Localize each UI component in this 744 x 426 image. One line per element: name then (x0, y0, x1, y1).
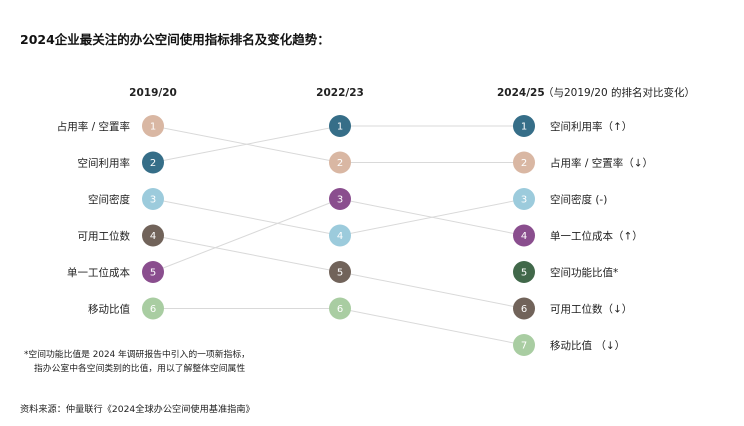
rank-number: 3 (337, 195, 343, 206)
rank-marker-circle (513, 261, 535, 283)
rank-marker-circle (513, 334, 535, 356)
rank-marker: 2 (329, 151, 351, 174)
last-column-label: 空间利用率（↑） (550, 120, 632, 133)
rank-number: 5 (337, 268, 343, 279)
rank-marker: 5 (142, 261, 164, 283)
rank-number: 1 (521, 122, 527, 133)
rank-marker: 1 (513, 115, 535, 137)
rank-marker-circle (513, 297, 535, 320)
first-column-label: 空间密度 (88, 193, 130, 206)
rank-number: 4 (521, 231, 527, 242)
rank-marker: 6 (329, 297, 351, 320)
rank-marker-circle (513, 151, 535, 174)
rank-line-6-2 (339, 308, 525, 346)
rank-marker: 5 (513, 261, 535, 283)
rank-marker-circle (329, 188, 351, 210)
first-column-label: 单一工位成本 (67, 266, 130, 279)
rank-markers: 1 2 2 2 1 1 3 4 3 4 5 6 5 3 4 6 6 7 5 (142, 115, 535, 356)
rank-number: 4 (337, 231, 343, 242)
first-column-label: 移动比值 (88, 303, 130, 316)
rank-marker-circle (513, 115, 535, 137)
rank-marker-circle (513, 188, 535, 210)
rank-line-4-1 (152, 235, 341, 273)
last-column-label: 单一工位成本（↑） (550, 230, 643, 243)
rank-number: 3 (150, 195, 156, 206)
rank-marker: 4 (513, 224, 535, 247)
column-header-1: 2019/20 (129, 87, 177, 99)
rank-line-5-1 (152, 198, 341, 273)
rank-line-4-2 (339, 271, 525, 309)
rank-number: 5 (150, 268, 156, 279)
rank-marker: 1 (329, 115, 351, 137)
first-column-label: 可用工位数 (78, 230, 131, 243)
footnote-line-1: *空间功能比值是 2024 年调研报告中引入的一项新指标， (24, 348, 250, 360)
rank-number: 6 (337, 304, 343, 315)
rank-number: 4 (150, 231, 156, 242)
column-header-3-note: （与2019/20 的排名对比变化） (543, 86, 695, 99)
rank-number: 6 (150, 304, 156, 315)
rank-marker: 3 (329, 188, 351, 210)
rank-marker-circle (329, 297, 351, 320)
rank-marker-circle (142, 151, 164, 174)
rank-line-3-1 (152, 198, 341, 236)
rank-marker-circle (329, 261, 351, 283)
rank-marker-circle (142, 115, 164, 137)
rank-marker: 6 (513, 297, 535, 320)
rank-number: 2 (337, 158, 343, 169)
rank-line-5-2 (339, 198, 525, 236)
source-note: 资料来源：仲量联行《2024全球办公空间使用基准指南》 (20, 403, 255, 415)
rank-marker: 2 (142, 151, 164, 174)
rank-number: 2 (521, 158, 527, 169)
rank-marker-circle (329, 224, 351, 247)
rank-marker-circle (329, 151, 351, 174)
first-column-label: 空间利用率 (78, 157, 131, 170)
rank-marker: 7 (513, 334, 535, 356)
rank-marker-circle (142, 188, 164, 210)
rank-marker: 5 (329, 261, 351, 283)
rank-marker-circle (513, 224, 535, 247)
rank-marker: 3 (513, 188, 535, 210)
rank-marker: 4 (142, 224, 164, 247)
rank-number: 1 (150, 122, 156, 133)
column-header-3: 2024/25 (497, 87, 545, 99)
rank-number: 1 (337, 122, 343, 133)
rank-marker-circle (142, 261, 164, 283)
rank-marker: 2 (513, 151, 535, 174)
rank-marker-circle (142, 224, 164, 247)
chart-title: 2024企业最关注的办公空间使用指标排名及变化趋势： (20, 32, 330, 47)
rank-marker: 3 (142, 188, 164, 210)
rank-marker: 1 (142, 115, 164, 137)
rank-lines (152, 125, 525, 346)
last-column-label: 移动比值 （↓） (550, 339, 625, 352)
rank-marker-circle (142, 297, 164, 320)
footnote-line-2: 指办公室中各空间类别的比值，用以了解整体空间属性 (34, 362, 245, 374)
rank-marker: 4 (329, 224, 351, 247)
rank-number: 3 (521, 195, 527, 206)
last-column-label: 可用工位数（↓） (550, 303, 632, 316)
rank-line-2-1 (152, 125, 341, 163)
rank-number: 6 (521, 304, 527, 315)
rank-marker-circle (329, 115, 351, 137)
last-column-label: 空间功能比值* (550, 266, 618, 279)
column-header-2: 2022/23 (316, 87, 364, 99)
last-column-label: 占用率 / 空置率（↓） (550, 157, 653, 170)
last-column-label: 空间密度 (-) (550, 193, 607, 206)
rank-marker: 6 (142, 297, 164, 320)
rank-number: 7 (521, 341, 527, 352)
rank-number: 2 (150, 158, 156, 169)
first-column-label: 占用率 / 空置率 (57, 120, 130, 133)
rank-number: 5 (521, 268, 527, 279)
